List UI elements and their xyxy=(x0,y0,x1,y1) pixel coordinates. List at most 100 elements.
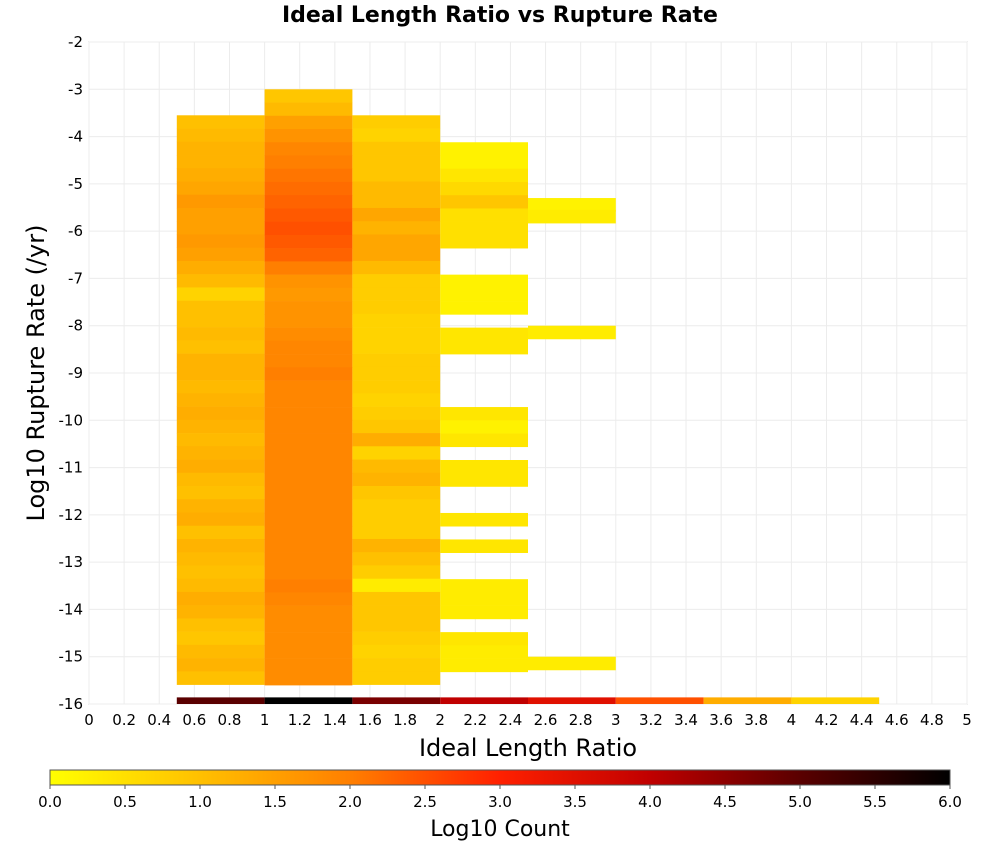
x-tick-label: 1 xyxy=(260,711,270,729)
heatmap-cell xyxy=(352,446,441,460)
heatmap-cell xyxy=(264,261,353,275)
heatmap-cell xyxy=(264,539,353,553)
heatmap-cell xyxy=(264,195,353,209)
heatmap-cell xyxy=(176,565,265,579)
heatmap-cell xyxy=(352,194,441,209)
chart-title: Ideal Length Ratio vs Rupture Rate xyxy=(282,3,718,28)
heatmap-cell xyxy=(264,592,353,606)
heatmap-cell xyxy=(176,353,265,368)
heatmap-cell xyxy=(440,473,528,487)
y-tick-label: -4 xyxy=(68,128,83,146)
heatmap-cell xyxy=(352,274,441,288)
heatmap-cell xyxy=(440,287,528,302)
heatmap-cell xyxy=(264,287,353,302)
heatmap-cell xyxy=(264,618,353,633)
heatmap-cell xyxy=(440,460,528,474)
x-tick-label: 3.6 xyxy=(709,711,733,729)
heatmap-cell xyxy=(264,115,353,130)
heatmap-cell xyxy=(352,353,441,368)
heatmap-cell xyxy=(352,155,441,169)
heatmap-cell xyxy=(176,247,265,262)
heatmap-cell xyxy=(264,89,353,103)
heatmap-cell xyxy=(176,128,265,143)
y-tick-label: -2 xyxy=(68,33,83,51)
x-tick-label: 4.2 xyxy=(815,711,839,729)
heatmap-cell xyxy=(264,526,353,540)
heatmap-cell xyxy=(440,195,528,209)
heatmap-cell xyxy=(352,234,441,248)
heatmap-cell xyxy=(352,247,441,262)
heatmap-cell xyxy=(352,591,441,606)
heatmap-cell xyxy=(176,658,265,672)
heatmap-cell xyxy=(352,618,441,632)
heatmap-cell xyxy=(264,605,353,620)
heatmap-cell xyxy=(176,313,265,328)
heatmap-cell xyxy=(352,313,441,328)
heatmap-cell xyxy=(352,181,441,196)
heatmap-cell xyxy=(176,671,265,685)
heatmap-cell-bottom-row xyxy=(264,697,353,704)
heatmap-cell xyxy=(352,406,441,421)
heatmap-cell xyxy=(264,208,353,222)
heatmap-cell xyxy=(352,115,441,129)
y-tick-label: -8 xyxy=(68,317,83,335)
x-tick-label: 0.8 xyxy=(218,711,242,729)
heatmap-cell xyxy=(440,142,528,156)
colorbar-tick-label: 0.5 xyxy=(113,793,137,811)
x-tick-label: 3 xyxy=(611,711,621,729)
heatmap-cell xyxy=(176,591,265,606)
heatmap-cell xyxy=(176,234,265,248)
heatmap-cells xyxy=(176,89,880,704)
heatmap-cell xyxy=(352,366,441,381)
heatmap-cell-bottom-row xyxy=(703,697,792,704)
heatmap-cell xyxy=(176,260,265,275)
heatmap-cell xyxy=(176,433,265,447)
heatmap-cell xyxy=(176,459,265,474)
y-tick-label: -5 xyxy=(68,175,83,193)
heatmap-cell xyxy=(264,433,353,448)
heatmap-cell xyxy=(176,207,265,222)
x-tick-label: 3.2 xyxy=(639,711,663,729)
heatmap-cell xyxy=(352,658,441,672)
heatmap-cell xyxy=(440,645,528,659)
heatmap-cell xyxy=(352,433,441,447)
heatmap-cell-bottom-row xyxy=(615,697,704,704)
heatmap-cell xyxy=(176,605,265,619)
heatmap-cell xyxy=(264,354,353,368)
heatmap-cell xyxy=(264,645,353,659)
heatmap-cell xyxy=(176,552,265,566)
heatmap-cell xyxy=(440,632,528,646)
colorbar-tick-label: 3.5 xyxy=(563,793,587,811)
heatmap-cell xyxy=(440,181,528,196)
heatmap-cell xyxy=(176,141,265,156)
x-tick-label: 0.4 xyxy=(147,711,171,729)
x-tick-label: 0.2 xyxy=(112,711,136,729)
x-tick-label: 2 xyxy=(435,711,445,729)
heatmap-cell xyxy=(264,579,353,593)
heatmap-cell xyxy=(264,486,353,501)
y-tick-labels: -2 -3 -4 -5 -6 -7 -8 -9 -10 -11 -12 -13 -14 -15 -16 xyxy=(59,33,84,713)
heatmap-cell xyxy=(352,380,441,394)
colorbar-tick-label: 4.0 xyxy=(638,793,662,811)
colorbar-tick-label: 2.0 xyxy=(338,793,362,811)
heatmap-cell xyxy=(352,221,441,235)
heatmap-cell xyxy=(176,486,265,500)
heatmap-cell xyxy=(440,221,528,236)
heatmap-cell xyxy=(264,671,353,686)
heatmap-cell xyxy=(264,301,353,315)
heatmap-cell xyxy=(440,274,528,289)
colorbar-tick-label: 5.5 xyxy=(863,793,887,811)
heatmap-cell xyxy=(176,446,265,460)
heatmap-cell xyxy=(352,538,441,553)
heatmap-cell xyxy=(264,168,353,183)
heatmap-cell xyxy=(440,208,528,222)
heatmap-cell xyxy=(176,578,265,593)
heatmap-cell xyxy=(176,380,265,394)
heatmap-cell xyxy=(440,433,528,448)
y-tick-label: -13 xyxy=(59,553,84,571)
heatmap-cell xyxy=(264,181,353,196)
heatmap-cell xyxy=(176,181,265,196)
colorbar-label: Log10 Count xyxy=(430,817,570,842)
y-tick-label: -10 xyxy=(59,411,84,429)
